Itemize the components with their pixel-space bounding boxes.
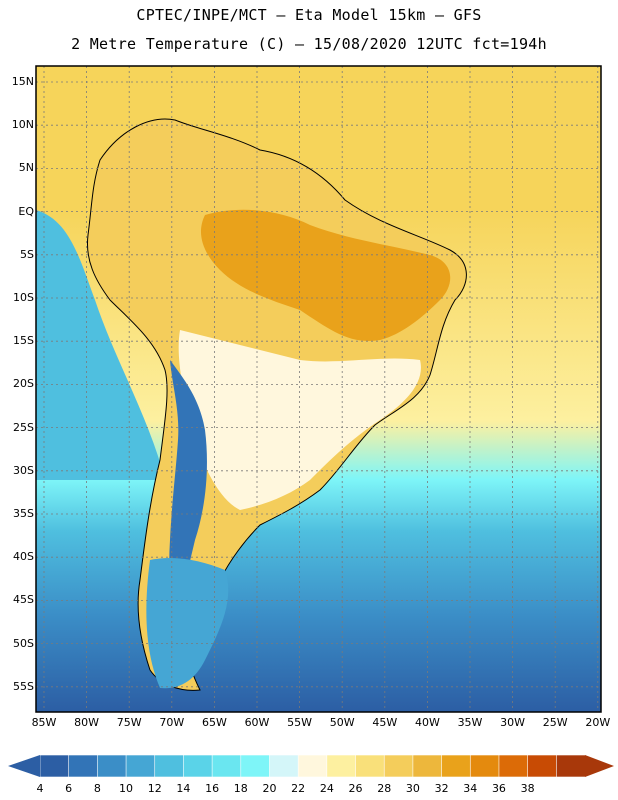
colorbar-label: 38 [520,782,535,795]
longitude-label: 55W [287,716,313,729]
colorbar-bin [240,754,271,778]
graticule [36,66,601,712]
colorbar-label: 32 [434,782,449,795]
colorbar-bin [39,754,70,778]
longitude-label: 30W [500,716,526,729]
colorbar-bin [68,754,99,778]
colorbar-label: 36 [491,782,506,795]
colorbar-bin [97,754,127,778]
colorbar-label: 24 [319,782,334,795]
colorbar-bin [498,754,529,778]
colorbar-bin [211,754,242,778]
colorbar-label: 18 [233,782,248,795]
colorbar-bin [326,754,357,778]
latitude-label: 20S [13,377,34,391]
colorbar-label: 30 [405,782,420,795]
colorbar-label: 34 [463,782,478,795]
colorbar-label: 14 [176,782,191,795]
latitude-label: 40S [13,550,34,564]
colorbar-right-arrow [585,755,614,777]
latitude-label: 5S [20,247,34,261]
colorbar-bin [412,754,443,778]
amazon-hot-region [200,209,451,341]
colorbar-label: 8 [93,782,101,795]
latitude-label: 50S [13,636,34,650]
latitude-label: 25S [13,420,34,434]
central-mild-region [178,330,421,510]
latitude-label: 5N [18,161,34,175]
colorbar-label: 6 [65,782,73,795]
colorbar-bin [355,754,386,778]
colorbar-bin [154,754,185,778]
colorbar [8,754,614,778]
colorbar-bin [441,754,472,778]
colorbar-bin [383,754,414,778]
latitude-label: 30S [13,463,34,477]
longitude-label: 60W [244,716,270,729]
longitude-label: 20W [585,716,611,729]
colorbar-label: 4 [36,782,44,795]
colorbar-label: 12 [147,782,162,795]
colorbar-bin [469,754,500,778]
colorbar-bin [297,754,328,778]
colorbar-bin [125,754,156,778]
latitude-label: 15N [11,75,34,88]
longitude-label: 85W [31,716,57,729]
colorbar-bin [527,754,558,778]
colorbar-label: 16 [205,782,220,795]
map-frame [35,65,602,713]
longitude-label: 65W [201,716,227,729]
latitude-label: 45S [13,593,34,607]
colorbar-label: 26 [348,782,363,795]
longitude-label: 25W [542,716,568,729]
longitude-label: 35W [457,716,483,729]
longitude-label: 70W [159,716,185,729]
longitude-label: 50W [329,716,355,729]
latitude-label: 15S [13,334,34,348]
colorbar-label: 10 [119,782,134,795]
colorbar-left-arrow [8,755,40,777]
chart-title-line-1: CPTEC/INPE/MCT – Eta Model 15km – GFS [136,6,482,24]
colorbar-bin [556,754,586,778]
map-field [36,66,601,712]
colorbar-label: 28 [377,782,392,795]
colorbar-bin [269,754,299,778]
latitude-label: 35S [13,507,34,520]
colorbar-bin [183,754,213,778]
latitude-label: 10S [13,291,34,304]
chart-title-line-2: 2 Metre Temperature (C) – 15/08/2020 12U… [71,35,547,53]
latitude-label: 10N [11,118,34,132]
colorbar-label: 20 [262,782,277,795]
colorbar-label: 22 [291,782,306,795]
pacific-cool-region [36,210,165,480]
longitude-label: 80W [74,716,100,729]
latitude-label: 55S [13,679,34,693]
longitude-label: 75W [116,716,142,729]
latitude-label: EQ [18,204,34,218]
longitude-label: 40W [414,716,440,729]
longitude-label: 45W [372,716,398,729]
patagonia-region [146,558,229,689]
